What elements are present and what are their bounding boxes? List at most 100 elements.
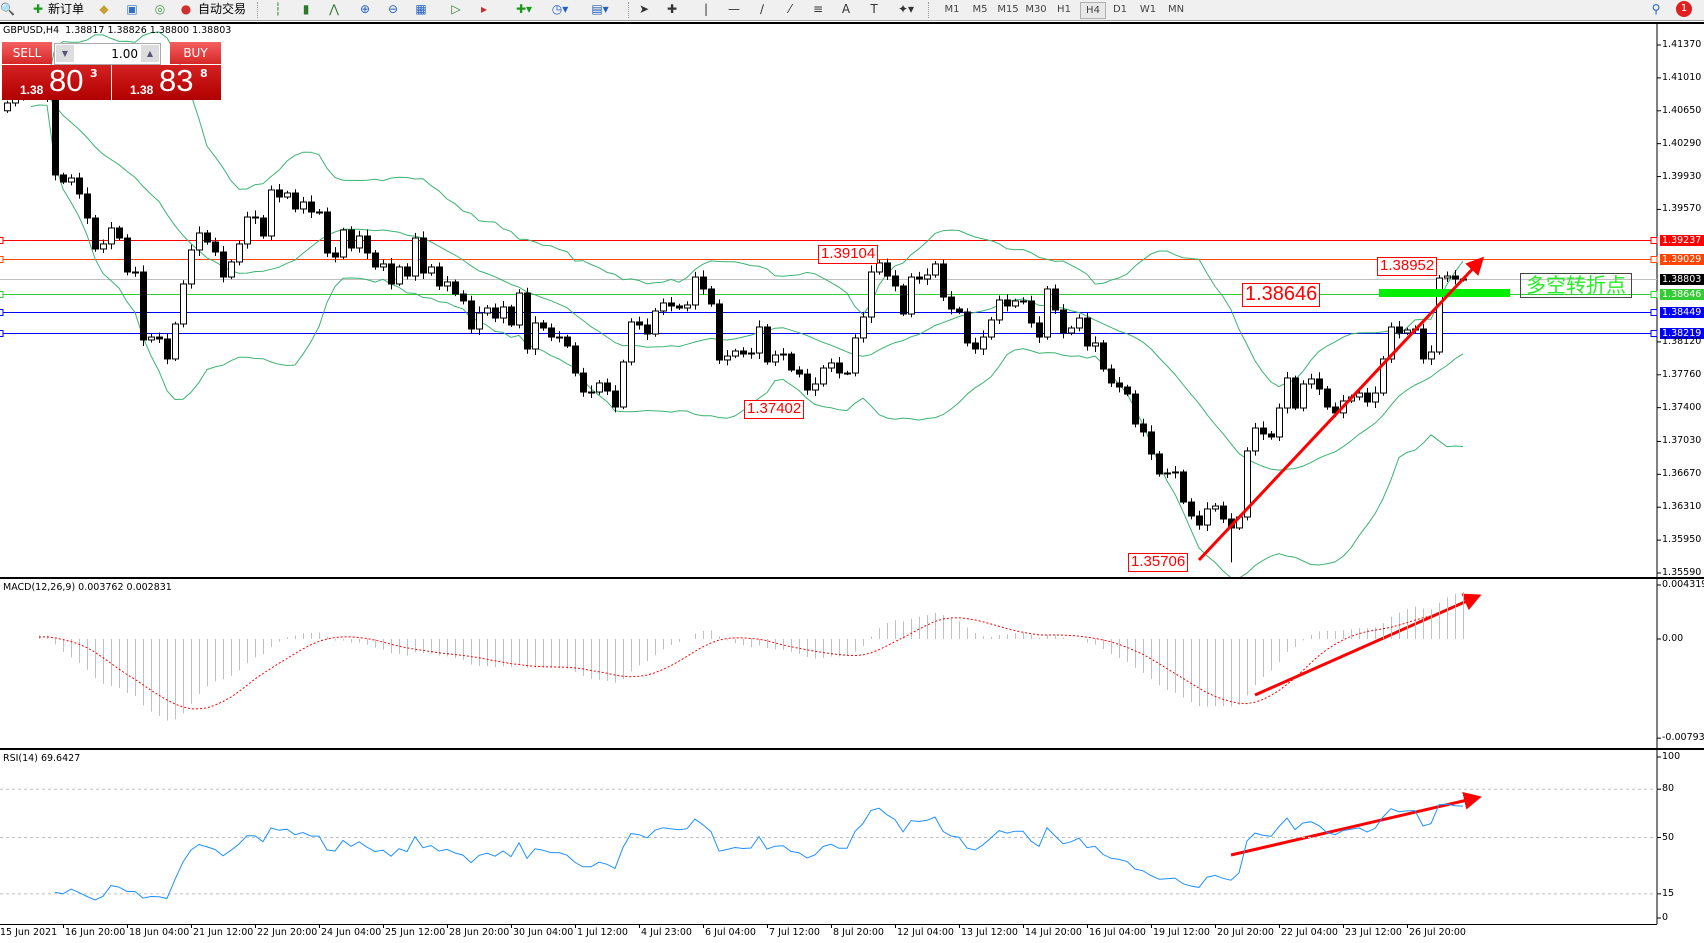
price-label[interactable]: 1.35706 (1128, 553, 1189, 572)
candle-body (1388, 326, 1395, 360)
candle-body (260, 217, 267, 237)
candle (900, 283, 907, 317)
zoom-out-icon[interactable]: ⊖ (387, 2, 399, 16)
tile-windows-icon[interactable]: ▦ (415, 2, 427, 16)
auto-trading-icon[interactable]: ● (180, 2, 192, 16)
timeframe-m1[interactable]: M1 (944, 4, 960, 15)
trend-arrow-price (1197, 256, 1485, 562)
x-tick-label: 23 Jul 12:00 (1345, 927, 1402, 938)
lot-increase-icon[interactable]: ▲ (141, 45, 159, 62)
candle-body (1292, 377, 1299, 409)
candle-body (1180, 471, 1187, 503)
candle-body (1244, 450, 1251, 518)
timeframe-mn[interactable]: MN (1167, 4, 1185, 15)
bar-chart-icon[interactable]: ┆ (274, 2, 282, 16)
candle-body (1220, 505, 1227, 520)
new-order-button[interactable]: 新订单 (47, 2, 84, 16)
candle-body (964, 311, 971, 344)
expert-advisors-icon[interactable]: ◆ (99, 2, 109, 16)
text-icon[interactable]: A (841, 2, 851, 16)
price-label[interactable]: 1.39104 (818, 245, 879, 264)
candle (276, 184, 283, 203)
new-order-icon[interactable]: ✚ (32, 2, 44, 16)
candle-body (812, 383, 819, 391)
buy-button[interactable]: BUY (170, 42, 221, 64)
buy-price-prefix: 1.38 (130, 83, 154, 97)
timeframe-h1[interactable]: H1 (1057, 4, 1071, 15)
sell-button[interactable]: SELL (2, 42, 52, 64)
candle (244, 211, 251, 249)
periods-dropdown-icon[interactable]: ◷▾ (551, 2, 569, 16)
history-center-icon[interactable]: ▣ (126, 2, 138, 16)
candle-body (1148, 431, 1155, 455)
signals-icon[interactable]: ◎ (154, 2, 166, 16)
zoom-in-icon[interactable]: ⊕ (359, 2, 371, 16)
candle (1228, 513, 1235, 563)
candle (1124, 384, 1131, 397)
candle (468, 295, 475, 334)
y-tick-label: 1.40650 (1662, 104, 1702, 116)
price-label[interactable]: 1.37402 (744, 400, 805, 419)
candlestick-chart-icon[interactable]: ▮ (302, 2, 310, 16)
candle (180, 280, 187, 328)
candle-body (1108, 368, 1115, 384)
x-tick-label: 26 Jul 20:00 (1409, 927, 1466, 938)
candle (476, 306, 483, 336)
crosshair-icon[interactable]: ✚ (666, 2, 678, 16)
candle (4, 100, 11, 113)
lot-size-stepper[interactable]: ▼ 1.00 ▲ (54, 43, 161, 65)
candle (140, 265, 147, 346)
notification-badge[interactable]: 1 (1676, 1, 1692, 17)
rsi-tick-label: 50 (1662, 831, 1675, 843)
equidistant-channel-icon[interactable]: ⁄ (788, 2, 791, 16)
buy-price[interactable]: 1.38 83 8 (112, 63, 221, 100)
candle-body (572, 345, 579, 374)
candle (876, 259, 883, 275)
arrows-dropdown-icon[interactable]: ✦▾ (897, 2, 915, 16)
fibonacci-icon[interactable]: ≡ (812, 2, 824, 16)
auto-trading-button[interactable]: 自动交易 (197, 2, 246, 16)
zoom-search-icon[interactable]: 🔍 (0, 2, 15, 16)
candle (436, 262, 443, 291)
timeframe-m30[interactable]: M30 (1025, 4, 1047, 15)
candle-body (724, 355, 731, 361)
vertical-line-icon[interactable]: | (703, 2, 709, 16)
candle-body (228, 261, 235, 278)
timeframe-m15[interactable]: M15 (997, 4, 1019, 15)
cursor-icon[interactable]: ➤ (638, 2, 650, 16)
candle-body (52, 97, 59, 176)
lot-size-input[interactable]: 1.00 (111, 47, 138, 61)
auto-scroll-icon[interactable]: ▷ (451, 2, 461, 16)
candle (1252, 422, 1259, 456)
candle-body (484, 307, 491, 314)
trendline-icon[interactable]: ∕ (759, 2, 765, 16)
price-label[interactable]: 1.38952 (1377, 257, 1438, 276)
lot-decrease-icon[interactable]: ▼ (56, 45, 74, 62)
search-icon[interactable]: ⚲ (1651, 2, 1661, 16)
candle-body (388, 263, 395, 285)
candle-body (876, 262, 883, 273)
candle (164, 333, 171, 365)
timeframe-w1[interactable]: W1 (1139, 4, 1157, 15)
horizontal-line-icon[interactable]: — (728, 2, 740, 16)
timeframe-m5[interactable]: M5 (972, 4, 988, 15)
sell-price[interactable]: 1.38 80 3 (2, 63, 111, 100)
price-label[interactable]: 1.38646 (1242, 283, 1321, 307)
turning-point-label[interactable]: 多空转折点 (1520, 273, 1632, 298)
x-tick-label: 24 Jun 04:00 (321, 927, 382, 938)
candle-body (1364, 392, 1371, 403)
candle-body (84, 193, 91, 219)
templates-dropdown-icon[interactable]: ▤▾ (591, 2, 609, 16)
candle-body (452, 281, 459, 295)
chart-shift-icon[interactable]: ▸ (480, 2, 488, 16)
candle-body (1204, 508, 1211, 526)
line-chart-icon[interactable]: ⋀ (329, 2, 339, 16)
text-label-icon[interactable]: T (870, 2, 878, 16)
candle (1164, 468, 1171, 479)
x-tick-label: 13 Jul 12:00 (961, 927, 1018, 938)
timeframe-h4[interactable]: H4 (1080, 2, 1106, 19)
x-tick-label: 20 Jul 20:00 (1217, 927, 1274, 938)
timeframe-d1[interactable]: D1 (1112, 4, 1128, 15)
indicators-dropdown-icon[interactable]: ✚▾ (515, 2, 533, 16)
